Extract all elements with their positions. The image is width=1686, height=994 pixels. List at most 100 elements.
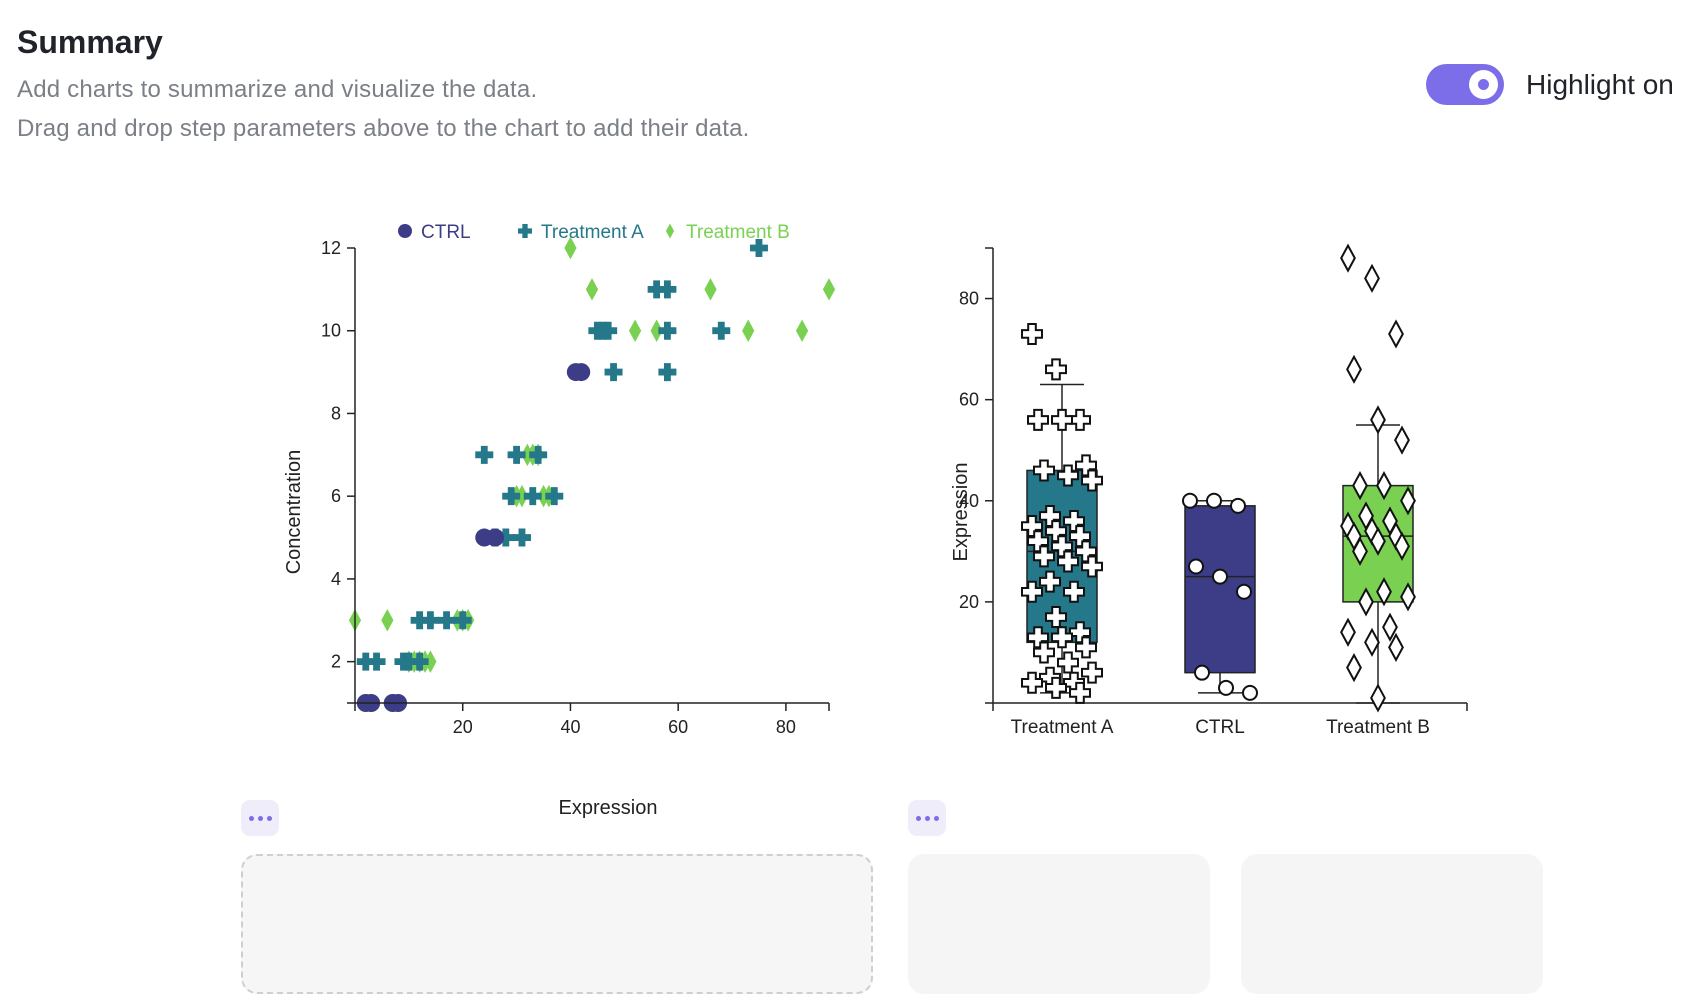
scatter-x-tick-label: 40 [560, 717, 580, 737]
toggle-knob [1469, 70, 1498, 99]
scatter-point [356, 652, 375, 671]
scatter-point [496, 528, 515, 547]
box-data-point [1182, 492, 1198, 509]
box-data-point [1218, 679, 1234, 696]
box-data-point [1400, 486, 1416, 516]
scatter-legend-label: Treatment B [686, 222, 790, 243]
box-data-point [1033, 545, 1055, 568]
box-y-tick-label: 80 [959, 289, 979, 309]
box-data-point [1340, 617, 1356, 647]
scatter-x-tick-label: 20 [453, 717, 473, 737]
chart-drop-zone[interactable] [241, 854, 873, 994]
box-treatment-a [1021, 322, 1103, 704]
box-data-point [1370, 405, 1386, 435]
box-y-tick-label: 60 [959, 390, 979, 410]
scatter-y-tick-label: 6 [331, 486, 341, 506]
box-data-point [1206, 492, 1222, 509]
box-data-point [1394, 531, 1410, 561]
scatter-y-tick-label: 2 [331, 652, 341, 672]
box-data-point [1045, 358, 1067, 381]
scatter-point [502, 487, 521, 506]
scatter-point [749, 239, 768, 257]
box-data-point [1394, 425, 1410, 455]
box-data-point [1382, 612, 1398, 642]
box-data-point [1388, 632, 1404, 662]
box-data-point [1069, 681, 1091, 704]
box-data-point [1352, 471, 1368, 501]
box-data-point [1039, 570, 1061, 593]
scatter-point [512, 528, 531, 547]
scatter-point [647, 280, 666, 299]
chart-card-placeholder[interactable] [908, 854, 1210, 994]
box-plot-chart: 20 40 60 80 Treatment A CTRL Treatment B Expre… [950, 243, 1468, 738]
box-data-point [1051, 626, 1073, 649]
highlight-toggle[interactable] [1426, 64, 1504, 105]
box-data-point [1021, 580, 1043, 603]
scatter-legend-label: Treatment A [541, 222, 644, 243]
box-data-point [1346, 354, 1362, 384]
scatter-legend-marker [665, 223, 675, 239]
scatter-point [421, 611, 440, 630]
box-data-point [1376, 577, 1392, 607]
scatter-legend-label: CTRL [421, 222, 471, 243]
box-data-point [1370, 526, 1386, 556]
box-data-point [1358, 587, 1374, 617]
scatter-point [712, 321, 731, 340]
scatter-point [437, 611, 456, 630]
scatter-point [742, 319, 755, 342]
scatter-point [367, 652, 386, 671]
box-category-label: CTRL [1195, 717, 1245, 738]
summary-description-line1: Add charts to summarize and visualize th… [17, 76, 538, 103]
chart-card-placeholder[interactable] [1241, 854, 1543, 994]
box-data-point [1045, 676, 1067, 699]
box-data-point [1212, 568, 1228, 585]
box-treatment-b [1340, 243, 1416, 713]
box-data-point [1027, 408, 1049, 431]
scatter-y-tick-label: 4 [331, 569, 341, 589]
highlight-toggle-label: Highlight on [1526, 68, 1674, 100]
box-data-point [1242, 684, 1258, 701]
scatter-point [564, 236, 577, 260]
scatter-chart-menu-button[interactable] [241, 800, 279, 836]
scatter-y-tick-label: 8 [331, 403, 341, 423]
scatter-y-tick-label: 12 [321, 238, 341, 258]
box-data-point [1364, 263, 1380, 293]
scatter-point [523, 487, 542, 506]
box-data-point [1021, 322, 1043, 345]
box-data-point [1063, 580, 1085, 603]
scatter-x-tick-label: 60 [668, 717, 688, 737]
scatter-point [795, 319, 809, 342]
box-data-point [1188, 558, 1204, 575]
more-dot-icon [248, 815, 254, 821]
box-data-point [1081, 469, 1103, 492]
scatter-point [599, 321, 618, 340]
highlight-toggle-group: Highlight on [1426, 64, 1674, 105]
page-title: Summary [17, 24, 163, 60]
scatter-point [424, 650, 437, 673]
box-plot-menu-button[interactable] [908, 800, 946, 836]
scatter-y-axis-label: Concentration [283, 450, 305, 575]
box-category-label: Treatment B [1326, 717, 1430, 738]
box-data-point [1388, 319, 1404, 349]
scatter-point [585, 278, 599, 301]
box-data-point [1057, 651, 1079, 674]
more-dot-icon [266, 815, 272, 821]
scatter-point [658, 321, 677, 340]
scatter-point [822, 278, 836, 301]
box-data-point [1033, 641, 1055, 664]
box-data-point [1081, 555, 1103, 578]
box-data-point [1376, 471, 1392, 501]
scatter-x-tick-label: 80 [776, 717, 796, 737]
box-y-tick-label: 40 [959, 491, 979, 511]
box-data-point [1352, 536, 1368, 566]
scatter-x-axis-label: Expression [559, 797, 658, 819]
summary-description-line2: Drag and drop step parameters above to t… [17, 115, 750, 142]
scatter-point [572, 363, 591, 382]
scatter-point [658, 363, 677, 382]
box-data-point [1057, 550, 1079, 573]
box-category-label: Treatment A [1011, 717, 1114, 738]
box-data-point [1057, 464, 1079, 487]
scatter-points [348, 236, 836, 712]
box-y-tick-label: 20 [959, 592, 979, 612]
more-dot-icon [257, 815, 263, 821]
